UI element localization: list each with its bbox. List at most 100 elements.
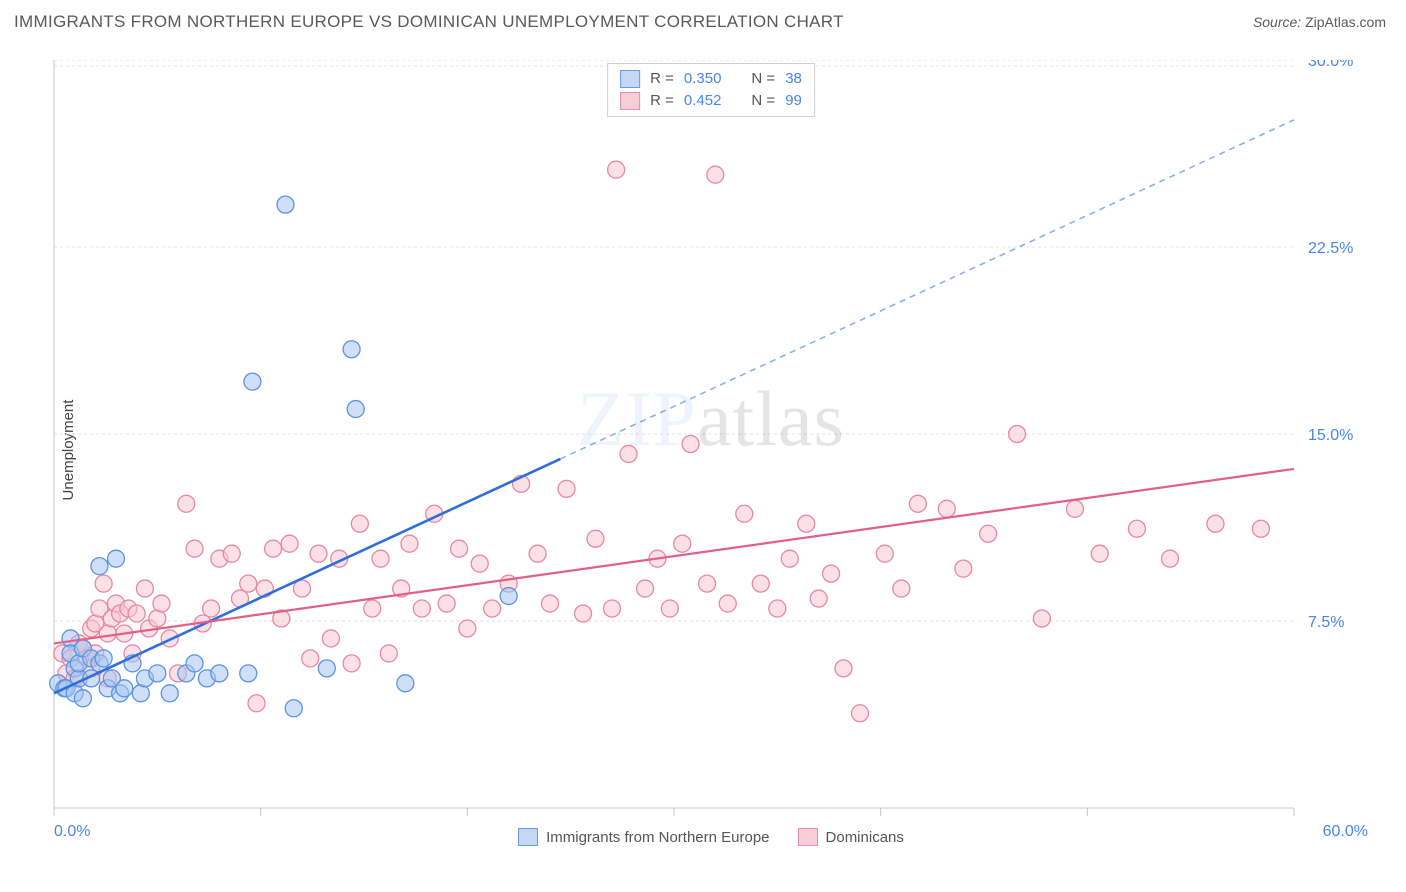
legend-series: Immigrants from Northern Europe Dominica… [46, 828, 1376, 846]
scatter-plot: 7.5%15.0%22.5%30.0%0.0%60.0% [46, 60, 1376, 840]
data-point [1252, 520, 1269, 537]
data-point [529, 545, 546, 562]
data-point [938, 500, 955, 517]
data-point [587, 530, 604, 547]
data-point [186, 655, 203, 672]
data-point [459, 620, 476, 637]
data-point [95, 575, 112, 592]
data-point [852, 705, 869, 722]
data-point [277, 196, 294, 213]
data-point [223, 545, 240, 562]
data-point [719, 595, 736, 612]
data-point [265, 540, 282, 557]
data-point [132, 685, 149, 702]
data-point [161, 685, 178, 702]
data-point [980, 525, 997, 542]
data-point [95, 650, 112, 667]
data-point [302, 650, 319, 667]
data-point [186, 540, 203, 557]
data-point [343, 341, 360, 358]
data-point [682, 435, 699, 452]
svg-text:30.0%: 30.0% [1308, 60, 1353, 70]
data-point [91, 558, 108, 575]
data-point [136, 580, 153, 597]
data-point [823, 565, 840, 582]
data-point [203, 600, 220, 617]
legend-label-blue: Immigrants from Northern Europe [546, 829, 769, 846]
legend-stats-row-pink: R = 0.452 N = 99 [620, 90, 802, 112]
data-point [955, 560, 972, 577]
data-point [781, 550, 798, 567]
data-point [674, 535, 691, 552]
data-point [876, 545, 893, 562]
svg-text:22.5%: 22.5% [1308, 240, 1353, 257]
data-point [413, 600, 430, 617]
data-point [211, 665, 228, 682]
r-value-blue: 0.350 [684, 68, 722, 90]
data-point [620, 445, 637, 462]
legend-swatch-pink [620, 92, 640, 110]
data-point [604, 600, 621, 617]
data-point [149, 665, 166, 682]
data-point [699, 575, 716, 592]
data-point [500, 588, 517, 605]
data-point [451, 540, 468, 557]
data-point [74, 690, 91, 707]
data-point [608, 161, 625, 178]
data-point [661, 600, 678, 617]
legend-swatch-pink [798, 828, 818, 846]
data-point [364, 600, 381, 617]
r-label: R = [650, 68, 674, 90]
legend-swatch-blue [518, 828, 538, 846]
n-label: N = [751, 68, 775, 90]
data-point [347, 401, 364, 418]
data-point [372, 550, 389, 567]
legend-swatch-blue [620, 70, 640, 88]
svg-text:7.5%: 7.5% [1308, 614, 1344, 631]
source-prefix: Source: [1253, 14, 1305, 30]
data-point [99, 625, 116, 642]
data-point [1091, 545, 1108, 562]
data-point [380, 645, 397, 662]
data-point [835, 660, 852, 677]
legend-item-pink: Dominicans [798, 828, 904, 846]
data-point [798, 515, 815, 532]
source-credit: Source: ZipAtlas.com [1253, 14, 1386, 30]
data-point [318, 660, 335, 677]
data-point [153, 595, 170, 612]
legend-label-pink: Dominicans [826, 829, 904, 846]
data-point [240, 575, 257, 592]
data-point [1207, 515, 1224, 532]
data-point [575, 605, 592, 622]
chart-title: IMMIGRANTS FROM NORTHERN EUROPE VS DOMIN… [14, 12, 844, 32]
data-point [322, 630, 339, 647]
data-point [401, 535, 418, 552]
data-point [285, 700, 302, 717]
legend-item-blue: Immigrants from Northern Europe [518, 828, 769, 846]
legend-stats-row-blue: R = 0.350 N = 38 [620, 68, 802, 90]
data-point [178, 495, 195, 512]
data-point [128, 605, 145, 622]
data-point [752, 575, 769, 592]
chart-container: Unemployment 7.5%15.0%22.5%30.0%0.0%60.0… [46, 60, 1376, 840]
data-point [769, 600, 786, 617]
n-value-blue: 38 [785, 68, 802, 90]
data-point [1162, 550, 1179, 567]
data-point [707, 166, 724, 183]
data-point [116, 680, 133, 697]
data-point [542, 595, 559, 612]
trend-line-blue-dash [560, 120, 1294, 459]
data-point [397, 675, 414, 692]
source-name: ZipAtlas.com [1305, 14, 1386, 30]
data-point [281, 535, 298, 552]
data-point [244, 373, 261, 390]
data-point [893, 580, 910, 597]
legend-stats: R = 0.350 N = 38 R = 0.452 N = 99 [607, 63, 815, 117]
data-point [310, 545, 327, 562]
data-point [736, 505, 753, 522]
data-point [1128, 520, 1145, 537]
data-point [248, 695, 265, 712]
data-point [558, 480, 575, 497]
data-point [149, 610, 166, 627]
data-point [484, 600, 501, 617]
